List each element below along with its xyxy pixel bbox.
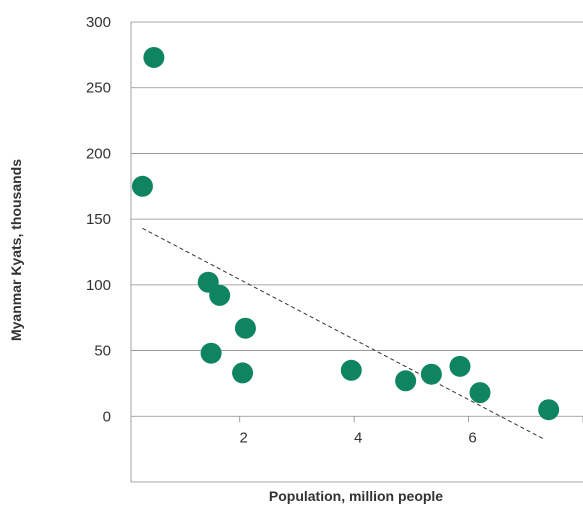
y-tick-0: 0 [103, 408, 111, 425]
data-point-7 [234, 317, 256, 339]
data-point-13 [538, 399, 560, 421]
data-points [131, 46, 560, 421]
data-point-2 [143, 46, 165, 68]
x-tick-2: 2 [240, 429, 248, 446]
y-tick-300: 300 [86, 14, 111, 31]
x-tick-labels: 2468 [239, 416, 583, 446]
data-point-6 [232, 362, 254, 384]
y-tick-100: 100 [86, 277, 111, 294]
y-tick-labels: 0 50 100 150 200 250 300 [86, 14, 111, 425]
data-point-1 [131, 175, 153, 197]
y-tick-50: 50 [94, 343, 111, 360]
grid-lines [131, 21, 583, 417]
y-tick-250: 250 [86, 80, 111, 97]
y-tick-150: 150 [86, 211, 111, 228]
data-point-10 [420, 363, 442, 385]
x-tick-6: 6 [468, 429, 476, 446]
data-point-11 [449, 355, 471, 377]
data-point-4 [200, 342, 222, 364]
trend-line [142, 227, 544, 440]
x-tick-4: 4 [354, 429, 362, 446]
data-point-9 [395, 370, 417, 392]
data-point-5 [209, 284, 231, 306]
y-tick-200: 200 [86, 145, 111, 162]
data-point-12 [469, 382, 491, 404]
y-axis-title: Myanmar Kyats, thousands [8, 159, 24, 341]
data-point-8 [340, 359, 362, 381]
x-axis-title: Population, million people [269, 488, 443, 504]
